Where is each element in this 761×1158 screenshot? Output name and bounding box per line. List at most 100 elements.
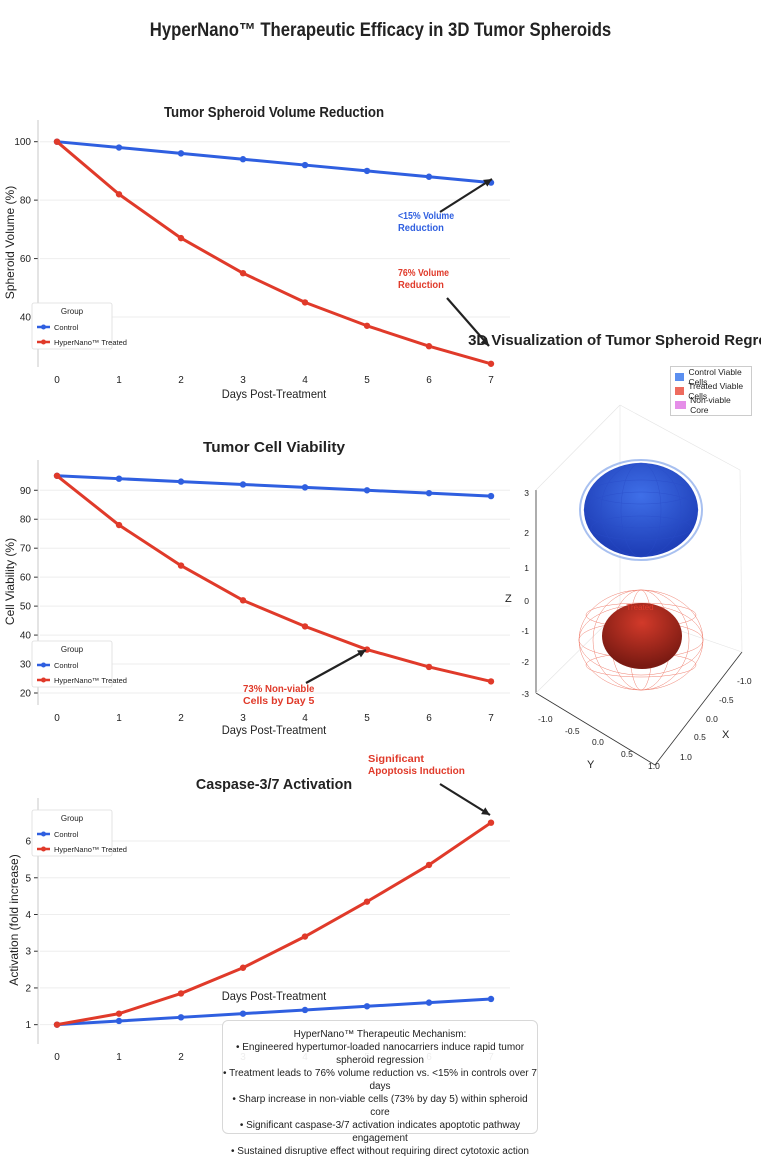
x-tick-label: 2 <box>178 1052 184 1063</box>
series-line-treated <box>56 474 492 683</box>
annotation-text: Apoptosis Induction <box>368 766 465 777</box>
y-tick-label: 6 <box>25 837 31 848</box>
y-tick-label: 5 <box>25 873 31 884</box>
y-tick-label: 70 <box>20 544 32 555</box>
x-tick-label: 5 <box>364 713 370 724</box>
x-tick-label: 0 <box>54 375 60 386</box>
annotation-text: Reduction <box>398 280 444 291</box>
y-tick-label: 40 <box>20 313 32 324</box>
mechanism-title: HyperNano™ Therapeutic Mechanism: <box>293 1029 467 1040</box>
y-tick-label: 90 <box>20 486 32 497</box>
data-point <box>487 995 495 1003</box>
data-point <box>301 299 309 306</box>
treated-spheroid-core <box>602 603 682 669</box>
data-point <box>177 1014 185 1021</box>
data-point <box>53 472 61 479</box>
annotation-arrow <box>439 178 493 213</box>
viz3d-z-ticks: 3 2 1 0 -1 -2 -3 <box>521 488 529 699</box>
legend-title: Group <box>61 645 84 654</box>
legend-title: Group <box>61 307 84 316</box>
viz3d-title: 3D Visualization of Tumor Spheroid Regre… <box>468 332 761 349</box>
series-line-control <box>56 140 492 185</box>
x-tick-label: 1 <box>116 713 122 724</box>
x-axis-label: Days Post-Treatment <box>222 723 327 737</box>
annotation-text: Reduction <box>398 223 444 234</box>
z-tick: -2 <box>521 657 529 667</box>
annotation-arrow <box>305 649 367 684</box>
y-tick-label: 60 <box>20 573 32 584</box>
viz3d-legend: Control Viable Cells Treated Viable Cell… <box>670 366 752 416</box>
data-point <box>301 623 309 630</box>
chart-title: Tumor Cell Viability <box>203 439 346 456</box>
z-tick: -3 <box>521 689 529 699</box>
data-point <box>177 150 185 157</box>
legend-marker <box>41 831 46 837</box>
x-tick: 1.0 <box>680 752 692 762</box>
y-tick-label: 30 <box>20 660 32 671</box>
data-point <box>425 343 433 350</box>
annotation-text: Cells by Day 5 <box>243 696 315 707</box>
series-line-control <box>56 997 492 1027</box>
legend-label: Control <box>54 661 79 670</box>
viz3d-x-ticks: -1.0 -0.5 0.0 0.5 1.0 <box>680 676 752 762</box>
data-point <box>239 156 247 163</box>
chart-title: Caspase-3/7 Activation <box>196 776 352 793</box>
data-point <box>115 144 123 151</box>
x-tick-label: 0 <box>54 713 60 724</box>
data-point <box>301 1006 309 1014</box>
z-tick: 0 <box>524 596 529 606</box>
data-point <box>301 484 309 491</box>
data-point <box>487 819 495 826</box>
x-tick-label: 3 <box>240 713 246 724</box>
x-tick-label: 4 <box>302 375 308 386</box>
y-tick-label: 60 <box>20 254 32 265</box>
x-tick-label: 2 <box>178 375 184 386</box>
legend-swatch <box>675 401 687 409</box>
chart-panel-3: Caspase-3/7 Activation12345601234567Days… <box>7 754 510 1063</box>
data-point <box>53 138 61 145</box>
legend-item-control: Control Viable Cells <box>675 367 747 387</box>
data-point <box>363 898 371 905</box>
legend-marker <box>41 662 46 668</box>
annotation-text: 73% Non-viable <box>243 684 315 695</box>
series-line-control <box>56 474 492 498</box>
chart-panel-1: Tumor Spheroid Volume Reduction406080100… <box>3 104 510 401</box>
x-tick: 0.5 <box>694 732 706 742</box>
x-tick-label: 5 <box>364 375 370 386</box>
annotation-arrowhead <box>483 179 492 187</box>
x-tick-label: 6 <box>426 375 432 386</box>
data-point <box>177 562 185 569</box>
legend-item-treated: Treated Viable Cells <box>675 381 747 401</box>
data-point <box>177 478 185 485</box>
data-point <box>425 999 433 1006</box>
legend-marker <box>41 677 46 683</box>
annotation-arrowhead <box>481 807 490 815</box>
y-tick-label: 20 <box>20 689 32 700</box>
y-tick-label: 40 <box>20 631 32 642</box>
x-axis-label: Days Post-Treatment <box>222 387 327 401</box>
data-point <box>363 1003 371 1010</box>
mechanism-info-box: HyperNano™ Therapeutic Mechanism: • Engi… <box>222 1020 538 1157</box>
viz3d-y-ticks: -1.0 -0.5 0.0 0.5 1.0 <box>538 714 660 771</box>
legend-box <box>31 640 113 688</box>
annotation-arrowhead <box>480 337 489 346</box>
annotation-text: 76% Volume <box>398 268 449 279</box>
data-point <box>487 492 495 500</box>
legend-label: Non-viable Core <box>690 395 731 415</box>
x-tick-label: 7 <box>488 713 494 724</box>
y-tick-label: 80 <box>20 196 32 207</box>
y-tick-label: 4 <box>25 910 31 921</box>
control-spheroid-mesh <box>583 462 699 558</box>
y-axis-label: Y <box>587 759 595 771</box>
data-point <box>363 167 371 175</box>
figure-title: HyperNano™ Therapeutic Efficacy in 3D Tu… <box>149 20 612 41</box>
y-tick: 1.0 <box>648 761 660 771</box>
y-axis-label: Cell Viability (%) <box>3 538 17 625</box>
viz3d-axes <box>535 490 743 766</box>
legend-label: HyperNano™ Treated <box>54 676 127 685</box>
y-axis-label: Activation (fold increase) <box>7 854 21 985</box>
mechanism-bullet: • Sustained disruptive effect without re… <box>231 1146 529 1157</box>
x-tick-label: 4 <box>302 713 308 724</box>
legend-marker <box>41 339 46 345</box>
